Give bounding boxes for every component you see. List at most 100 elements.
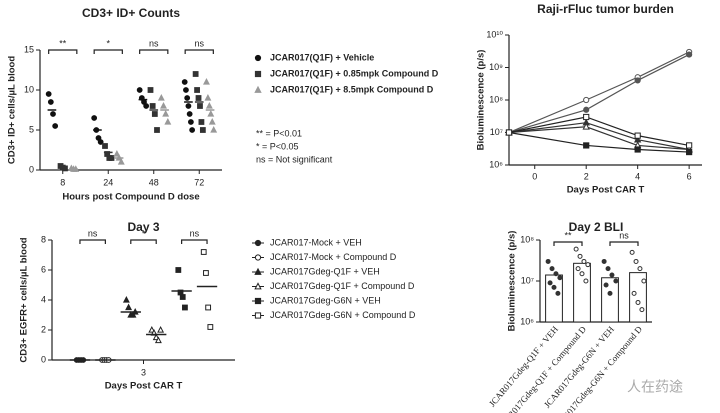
marker xyxy=(147,87,154,93)
sig-label: * xyxy=(106,38,110,48)
marker xyxy=(641,278,647,284)
chart-title: CD3+ ID+ Counts xyxy=(82,6,180,20)
sig-bracket xyxy=(79,239,106,244)
marker xyxy=(108,155,115,161)
marker xyxy=(605,266,611,272)
sig-bracket xyxy=(184,49,214,54)
x-tick-label: 0 xyxy=(532,171,537,181)
y-tick-label: 10⁸ xyxy=(520,234,534,244)
marker xyxy=(629,249,635,255)
marker xyxy=(197,103,203,109)
marker xyxy=(686,51,693,58)
y-tick-label: 10⁶ xyxy=(520,316,534,326)
marker xyxy=(207,324,214,330)
y-tick-label: 10⁸ xyxy=(489,94,503,104)
marker xyxy=(186,111,193,117)
marker xyxy=(549,266,555,272)
marker xyxy=(505,129,513,136)
legend-label: JCAR017(Q1F) + 8.5mpk Compound D xyxy=(270,84,434,94)
chart-title: Day 3 xyxy=(127,220,159,234)
marker xyxy=(157,94,165,101)
x-tick-label: 6 xyxy=(687,171,692,181)
sig-label: * xyxy=(142,228,146,238)
marker xyxy=(91,115,98,121)
series-line xyxy=(508,122,690,151)
series-line xyxy=(508,126,690,151)
marker xyxy=(686,148,693,156)
marker xyxy=(254,267,262,275)
sig-bracket xyxy=(130,239,157,244)
legend-label: JCAR017(Q1F) + Vehicle xyxy=(270,52,374,62)
marker xyxy=(200,249,207,255)
marker xyxy=(204,94,212,101)
x-tick-label: 8 xyxy=(60,177,65,187)
marker xyxy=(254,54,262,62)
marker xyxy=(637,266,643,272)
marker xyxy=(254,282,262,290)
marker xyxy=(205,102,213,109)
x-axis-label: Days Post CAR T xyxy=(567,185,645,196)
marker xyxy=(203,78,210,85)
marker xyxy=(254,254,262,261)
marker xyxy=(603,282,609,288)
sig-label: ** xyxy=(59,38,67,48)
marker xyxy=(607,290,613,296)
sig-bracket xyxy=(93,49,123,54)
sig-bracket xyxy=(139,49,169,54)
legend-label: JCAR017Gdeg-Q1F + VEH xyxy=(270,266,380,276)
y-tick-label: 0 xyxy=(41,354,46,364)
marker xyxy=(151,111,158,117)
sig-bracket xyxy=(553,241,583,246)
y-tick-label: 10⁶ xyxy=(489,159,503,169)
y-tick-label: 6 xyxy=(41,264,46,274)
marker xyxy=(583,142,590,149)
note: ns = Not significant xyxy=(256,154,333,164)
marker xyxy=(122,296,130,303)
marker xyxy=(102,143,108,149)
chart-title: Day 2 BLI xyxy=(569,220,624,234)
x-tick-label: 3 xyxy=(141,367,146,377)
x-tick-label: 48 xyxy=(149,177,159,187)
x-tick-label: 24 xyxy=(103,177,113,187)
marker xyxy=(634,146,641,153)
marker xyxy=(635,299,641,305)
marker xyxy=(545,258,551,264)
marker xyxy=(157,326,165,333)
marker xyxy=(125,303,133,311)
marker xyxy=(585,262,591,268)
series-line xyxy=(508,116,690,147)
marker xyxy=(254,297,262,305)
marker xyxy=(634,77,641,84)
note: ** = P<0.01 xyxy=(256,128,302,138)
marker xyxy=(189,127,196,133)
marker xyxy=(208,118,216,125)
marker xyxy=(50,111,56,117)
series-line xyxy=(508,131,690,153)
sig-label: ** xyxy=(564,230,572,240)
y-tick-label: 15 xyxy=(24,44,34,54)
watermark: 人在药途 xyxy=(627,379,683,395)
marker xyxy=(187,119,194,125)
marker xyxy=(583,106,590,113)
marker xyxy=(631,290,637,296)
marker xyxy=(254,85,262,93)
marker xyxy=(185,103,192,109)
marker xyxy=(97,139,104,145)
marker xyxy=(149,103,156,109)
marker xyxy=(555,290,561,296)
marker xyxy=(207,110,215,117)
y-tick-label: 2 xyxy=(41,324,46,334)
marker xyxy=(579,271,585,277)
marker xyxy=(583,96,590,104)
marker xyxy=(113,150,121,157)
y-axis-label: Bioluminescence (p/s) xyxy=(476,50,487,151)
marker xyxy=(577,253,583,259)
y-axis-label: Bioluminescence (p/s) xyxy=(507,231,518,332)
y-axis-label: CD3+ EGFR+ cells/µL blood xyxy=(19,237,30,362)
marker xyxy=(136,87,143,93)
legend-label: JCAR017Gdeg-G6N + VEH xyxy=(270,295,381,305)
marker xyxy=(117,158,125,165)
marker xyxy=(154,336,162,344)
marker xyxy=(551,284,557,290)
